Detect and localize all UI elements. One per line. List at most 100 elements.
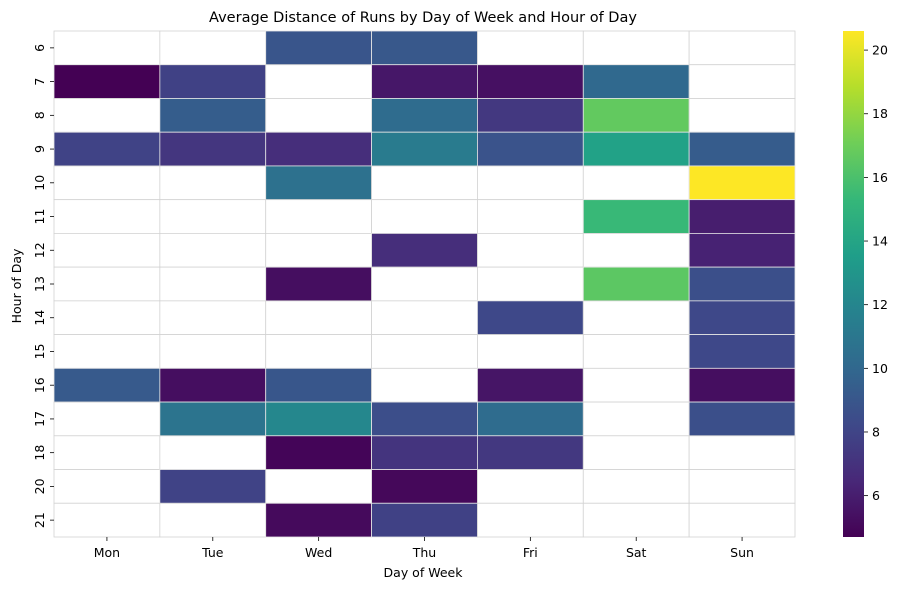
heatmap-cell bbox=[159, 64, 267, 99]
heatmap-cell bbox=[159, 266, 267, 302]
heatmap-cell bbox=[477, 266, 584, 302]
heatmap-cell bbox=[159, 30, 267, 66]
heatmap-cell bbox=[582, 232, 690, 268]
heatmap-cell bbox=[265, 469, 372, 504]
colorbar-tick-label: 10 bbox=[872, 361, 888, 376]
heatmap-cell bbox=[688, 401, 796, 437]
heatmap-cell bbox=[371, 401, 478, 437]
y-tick-label: 7 bbox=[32, 78, 47, 86]
x-tick-label: Mon bbox=[94, 545, 120, 560]
heatmap-cell bbox=[53, 266, 161, 302]
heatmap-cell bbox=[477, 199, 584, 234]
y-tick-label: 20 bbox=[32, 478, 47, 494]
heatmap-cell bbox=[53, 64, 161, 99]
heatmap-cell bbox=[477, 64, 584, 99]
heatmap-cell bbox=[582, 30, 690, 66]
heatmap-cell bbox=[582, 300, 690, 336]
heatmap-cell bbox=[265, 266, 372, 302]
heatmap-cell bbox=[371, 232, 478, 268]
heatmap-cell bbox=[53, 199, 161, 234]
y-tick-label: 12 bbox=[32, 242, 47, 258]
x-axis-label: Day of Week bbox=[384, 565, 464, 580]
y-tick-label: 15 bbox=[32, 344, 47, 360]
heatmap-cell bbox=[688, 469, 796, 504]
heatmap-cell bbox=[688, 334, 796, 369]
heatmap-cell bbox=[477, 367, 584, 403]
heatmap-cell bbox=[688, 300, 796, 336]
y-axis-ticks: 6 7 8 9 10 11 12 13 14 15 16 17 18 20 21 bbox=[32, 44, 54, 528]
heatmap-cell bbox=[688, 367, 796, 403]
heatmap-cell bbox=[265, 334, 372, 369]
y-tick-label: 18 bbox=[32, 445, 47, 461]
heatmap-cell bbox=[688, 30, 796, 66]
heatmap-cell bbox=[53, 232, 161, 268]
heatmap-cell bbox=[371, 266, 478, 302]
y-tick-label: 17 bbox=[32, 411, 47, 427]
heatmap-cell bbox=[371, 131, 478, 167]
heatmap-cell bbox=[371, 98, 478, 133]
heatmap-cell bbox=[582, 199, 690, 234]
heatmap-cell bbox=[688, 199, 796, 234]
heatmap-cell bbox=[265, 367, 372, 403]
heatmap-cell bbox=[159, 367, 267, 403]
heatmap-cell bbox=[265, 98, 372, 133]
heatmap-cell bbox=[265, 232, 372, 268]
y-tick-label: 21 bbox=[32, 512, 47, 528]
heatmap-cell bbox=[477, 165, 584, 201]
heatmap-cell bbox=[477, 469, 584, 504]
heatmap-cell bbox=[582, 401, 690, 437]
heatmap-cell bbox=[371, 199, 478, 234]
heatmap-cell bbox=[371, 334, 478, 369]
colorbar bbox=[843, 31, 864, 537]
heatmap-cell bbox=[688, 131, 796, 167]
heatmap-cell bbox=[159, 199, 267, 234]
heatmap-cell bbox=[265, 30, 372, 66]
heatmap-cell bbox=[159, 98, 267, 133]
x-tick-label: Tue bbox=[201, 545, 224, 560]
x-tick-label: Thu bbox=[412, 545, 436, 560]
heatmap-cell bbox=[688, 64, 796, 99]
heatmap-cell bbox=[582, 469, 690, 504]
heatmap-cell bbox=[265, 435, 372, 470]
heatmap-cells bbox=[53, 30, 796, 538]
y-axis-label: Hour of Day bbox=[9, 248, 24, 323]
heatmap-cell bbox=[477, 401, 584, 437]
heatmap-cell bbox=[582, 502, 690, 538]
heatmap-cell bbox=[159, 435, 267, 470]
heatmap-cell bbox=[582, 165, 690, 201]
heatmap-cell bbox=[582, 435, 690, 470]
heatmap-cell bbox=[53, 367, 161, 403]
heatmap-cell bbox=[371, 502, 478, 538]
heatmap-cell bbox=[688, 502, 796, 538]
heatmap-cell bbox=[371, 64, 478, 99]
heatmap-cell bbox=[477, 334, 584, 369]
heatmap-cell bbox=[159, 232, 267, 268]
colorbar-tick-label: 18 bbox=[872, 106, 888, 121]
y-tick-label: 14 bbox=[32, 310, 47, 326]
heatmap-cell bbox=[477, 300, 584, 336]
heatmap-cell bbox=[265, 502, 372, 538]
heatmap-cell bbox=[53, 435, 161, 470]
colorbar-tick-label: 6 bbox=[872, 488, 880, 503]
heatmap-cell bbox=[477, 98, 584, 133]
heatmap-cell bbox=[371, 30, 478, 66]
heatmap-cell bbox=[371, 165, 478, 201]
heatmap-cell bbox=[265, 199, 372, 234]
y-tick-label: 6 bbox=[32, 44, 47, 52]
heatmap-cell bbox=[582, 98, 690, 133]
heatmap-cell bbox=[53, 165, 161, 201]
heatmap-cell bbox=[688, 98, 796, 133]
heatmap-cell bbox=[688, 266, 796, 302]
heatmap-cell bbox=[159, 131, 267, 167]
heatmap-cell bbox=[265, 401, 372, 437]
colorbar-tick-label: 14 bbox=[872, 234, 888, 249]
heatmap-cell bbox=[688, 165, 796, 201]
heatmap-cell bbox=[477, 435, 584, 470]
heatmap-cell bbox=[53, 469, 161, 504]
heatmap-cell bbox=[53, 98, 161, 133]
colorbar-tick-label: 16 bbox=[872, 170, 888, 185]
heatmap-cell bbox=[477, 30, 584, 66]
heatmap-cell bbox=[371, 300, 478, 336]
x-tick-label: Wed bbox=[305, 545, 332, 560]
